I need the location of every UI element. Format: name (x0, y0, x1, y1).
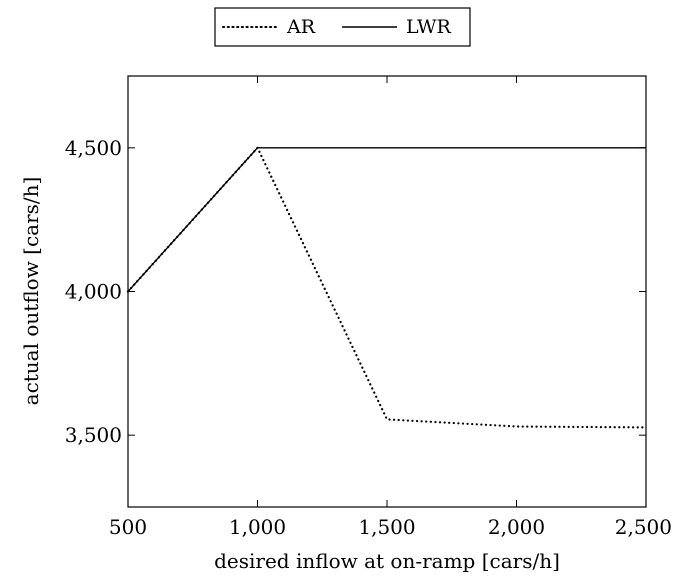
series-line-ar (126, 145, 648, 429)
x-tick-label: 2,500 (615, 515, 672, 539)
data-series (126, 145, 648, 429)
legend: AR LWR (214, 7, 471, 47)
legend-label-lwr: LWR (406, 16, 451, 38)
axis-tick-labels: 500 1,000 1,500 2,000 2,500 3,500 4,000 4,500 (65, 136, 672, 539)
x-tick-label: 1,500 (358, 515, 415, 539)
y-axis-label: actual outflow [cars/h] (19, 177, 43, 406)
x-tick-label: 2,000 (488, 515, 545, 539)
series-line-lwr (127, 147, 646, 292)
x-axis-label: desired inflow at on-ramp [cars/h] (214, 549, 560, 573)
y-tick-label: 3,500 (65, 423, 122, 447)
y-tick-label: 4,500 (65, 136, 122, 160)
x-tick-label: 500 (109, 515, 147, 539)
plot-frame (127, 75, 647, 508)
y-tick-label: 4,000 (65, 280, 122, 304)
axis-ticks (127, 76, 647, 507)
legend-label-ar: AR (286, 16, 316, 38)
x-tick-label: 1,000 (229, 515, 286, 539)
